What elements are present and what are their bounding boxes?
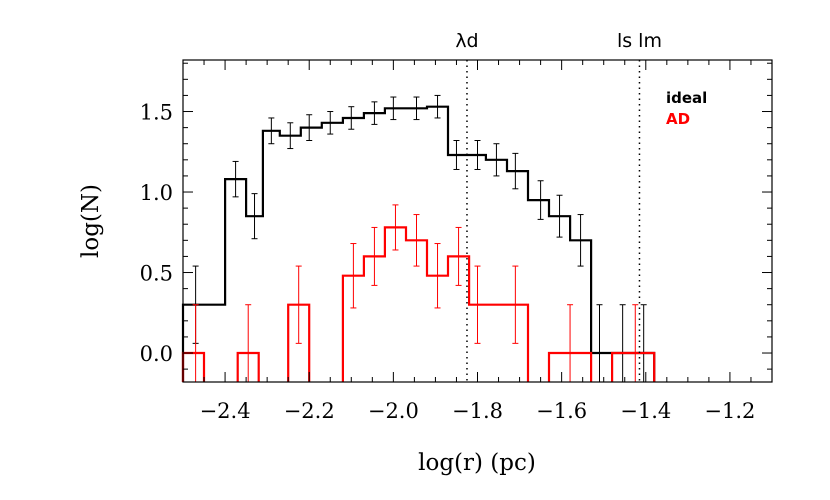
legend-ad: AD	[666, 110, 690, 128]
x-tick-label: −2.2	[284, 399, 335, 423]
x-tick-label: −1.4	[620, 399, 671, 423]
legend-ideal: ideal	[666, 89, 707, 107]
y-tick-label: 1.0	[140, 181, 173, 205]
reference-line-label: ls lm	[617, 30, 662, 52]
x-axis-label: log(r) (pc)	[418, 450, 536, 476]
step-line-ideal	[181, 105, 656, 382]
y-axis-label: log(N)	[78, 184, 104, 258]
x-tick-label: −2.4	[200, 399, 251, 423]
reference-line-label: λd	[455, 30, 478, 52]
x-tick-label: −1.6	[536, 399, 587, 423]
y-tick-label: 1.5	[140, 101, 173, 125]
series-ad	[181, 204, 656, 382]
y-tick-label: 0.0	[140, 342, 173, 366]
x-tick-label: −2.0	[368, 399, 419, 423]
x-tick-label: −1.2	[704, 399, 755, 423]
step-line-ad	[181, 226, 656, 382]
x-tick-label: −1.8	[452, 399, 503, 423]
series-ideal	[181, 94, 656, 382]
y-tick-label: 0.5	[140, 262, 173, 286]
